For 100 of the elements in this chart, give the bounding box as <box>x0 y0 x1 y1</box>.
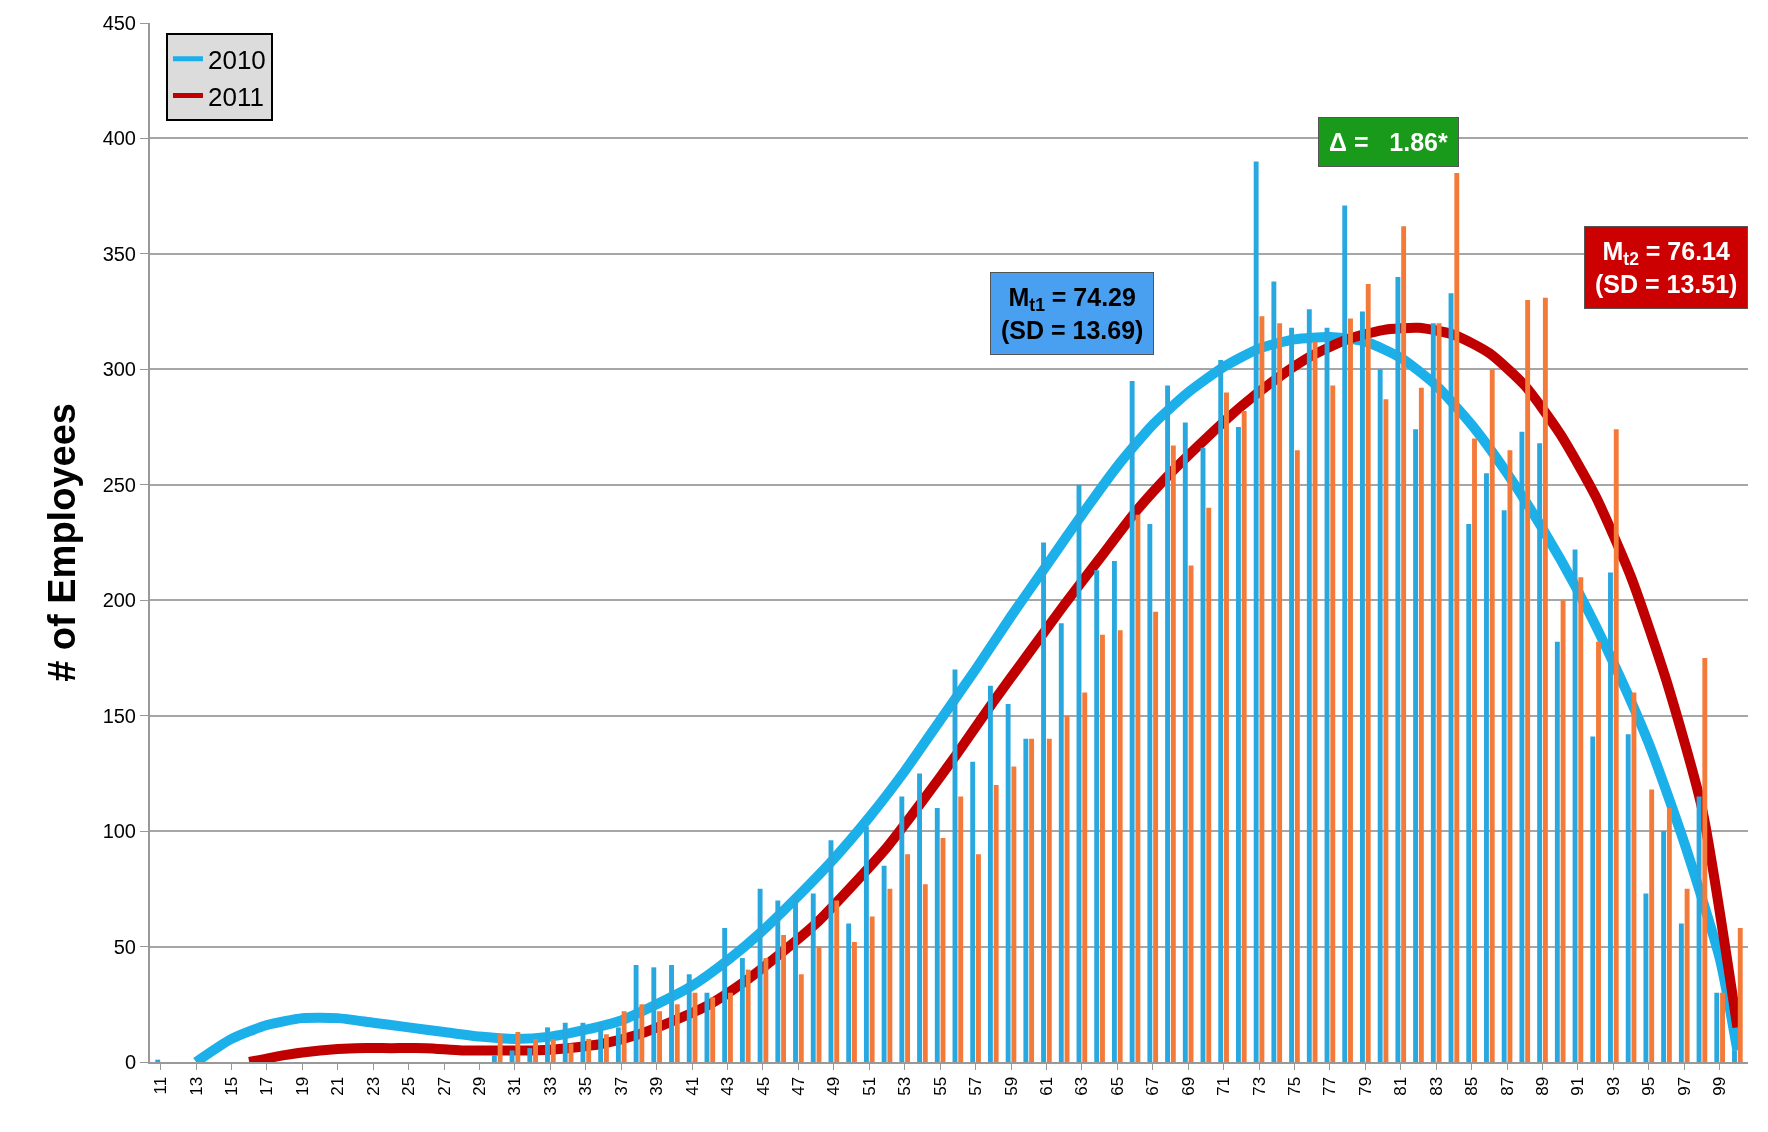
bar <box>1153 611 1159 1062</box>
x-tick-label: 57 <box>966 1076 986 1096</box>
x-tick-label: 99 <box>1710 1076 1730 1096</box>
bar <box>527 1048 533 1062</box>
bar <box>1135 514 1141 1062</box>
bar <box>1507 450 1513 1062</box>
x-tick-label: 11 <box>151 1076 171 1095</box>
bar <box>1643 893 1649 1062</box>
bar <box>615 1027 621 1062</box>
bar <box>621 1011 627 1062</box>
bar <box>1737 928 1743 1062</box>
bar <box>1206 507 1212 1062</box>
bar <box>1625 734 1631 1062</box>
bar <box>798 974 804 1062</box>
y-tick-label: 0 <box>124 1051 136 1073</box>
bar <box>1413 429 1419 1062</box>
x-tick-label: 55 <box>930 1076 950 1096</box>
x-tick-label: 51 <box>859 1076 879 1096</box>
bar <box>586 1038 592 1062</box>
x-tick-label: 83 <box>1426 1076 1446 1096</box>
bar <box>639 1004 645 1062</box>
bar <box>922 884 928 1062</box>
bar <box>881 865 887 1062</box>
bar <box>869 916 875 1062</box>
bar <box>1023 738 1029 1062</box>
bar <box>580 1022 586 1062</box>
bar <box>1401 226 1407 1062</box>
x-tick-label: 71 <box>1214 1076 1234 1096</box>
bar <box>1554 641 1560 1062</box>
bar <box>834 900 840 1062</box>
legend-label: 2010 <box>207 44 266 75</box>
bar <box>1129 380 1135 1062</box>
bar <box>793 895 798 1062</box>
x-tick-label: 19 <box>292 1076 312 1096</box>
bar <box>1489 369 1495 1062</box>
x-tick-label: 45 <box>753 1076 773 1096</box>
bar <box>727 992 733 1062</box>
bar <box>669 965 674 1062</box>
bar <box>603 1034 609 1062</box>
bar <box>1182 422 1188 1062</box>
bar <box>1596 641 1601 1062</box>
bar <box>917 773 922 1062</box>
bar <box>1519 431 1525 1062</box>
annotation: Δ = 1.86* <box>1329 128 1449 156</box>
x-tick-label: 75 <box>1284 1076 1304 1096</box>
x-tick-label: 81 <box>1391 1076 1411 1096</box>
bar <box>745 969 751 1062</box>
bar <box>1312 341 1318 1062</box>
bar <box>781 935 787 1062</box>
bar <box>1011 766 1017 1062</box>
bar <box>1484 473 1489 1062</box>
x-tick-label: 65 <box>1107 1076 1127 1096</box>
bar <box>1666 808 1672 1062</box>
bar <box>1147 524 1153 1062</box>
x-tick-label: 53 <box>895 1076 915 1096</box>
y-tick-label: 300 <box>102 358 136 381</box>
x-tick-label: 59 <box>1001 1076 1021 1096</box>
bar <box>1578 577 1584 1062</box>
bar <box>1058 623 1064 1062</box>
y-tick-label: 50 <box>113 935 136 958</box>
bar <box>1542 297 1548 1062</box>
x-tick-label: 37 <box>611 1076 631 1096</box>
y-tick-label: 200 <box>102 589 136 612</box>
bar <box>993 784 999 1062</box>
x-tick-label: 95 <box>1639 1076 1659 1096</box>
bar <box>1117 630 1123 1062</box>
bar <box>686 974 692 1062</box>
bar <box>533 1038 538 1062</box>
bar <box>1661 831 1667 1062</box>
bar <box>651 967 657 1062</box>
x-tick-label: 93 <box>1603 1076 1623 1096</box>
x-tick-label: 21 <box>328 1076 348 1096</box>
bar <box>757 888 763 1062</box>
bar <box>1094 570 1100 1062</box>
bar <box>1560 600 1566 1062</box>
bar <box>1277 323 1283 1062</box>
bar <box>987 685 993 1062</box>
bar <box>509 1050 515 1062</box>
x-tick-label: 67 <box>1143 1076 1163 1096</box>
bar <box>633 965 639 1062</box>
bar <box>550 1038 556 1062</box>
bar <box>1608 572 1613 1062</box>
bar <box>1501 510 1507 1062</box>
bar <box>1696 796 1702 1062</box>
annotation: M$_{t1}$ = 74.29 (SD = 13.69) <box>1001 283 1144 344</box>
bar <box>562 1022 568 1062</box>
bar <box>1649 789 1655 1062</box>
bar <box>1684 888 1690 1062</box>
bar <box>863 826 869 1062</box>
bar <box>1218 360 1224 1062</box>
bar <box>545 1027 550 1062</box>
x-tick-label: 39 <box>647 1076 667 1096</box>
x-tick-label: 69 <box>1178 1076 1198 1096</box>
bar <box>1100 634 1105 1062</box>
x-tick-label: 89 <box>1533 1076 1553 1096</box>
bar <box>1360 311 1365 1062</box>
x-tick-label: 85 <box>1462 1076 1482 1096</box>
bar <box>1466 524 1472 1062</box>
bar <box>1041 542 1047 1062</box>
x-tick-label: 13 <box>186 1076 206 1096</box>
